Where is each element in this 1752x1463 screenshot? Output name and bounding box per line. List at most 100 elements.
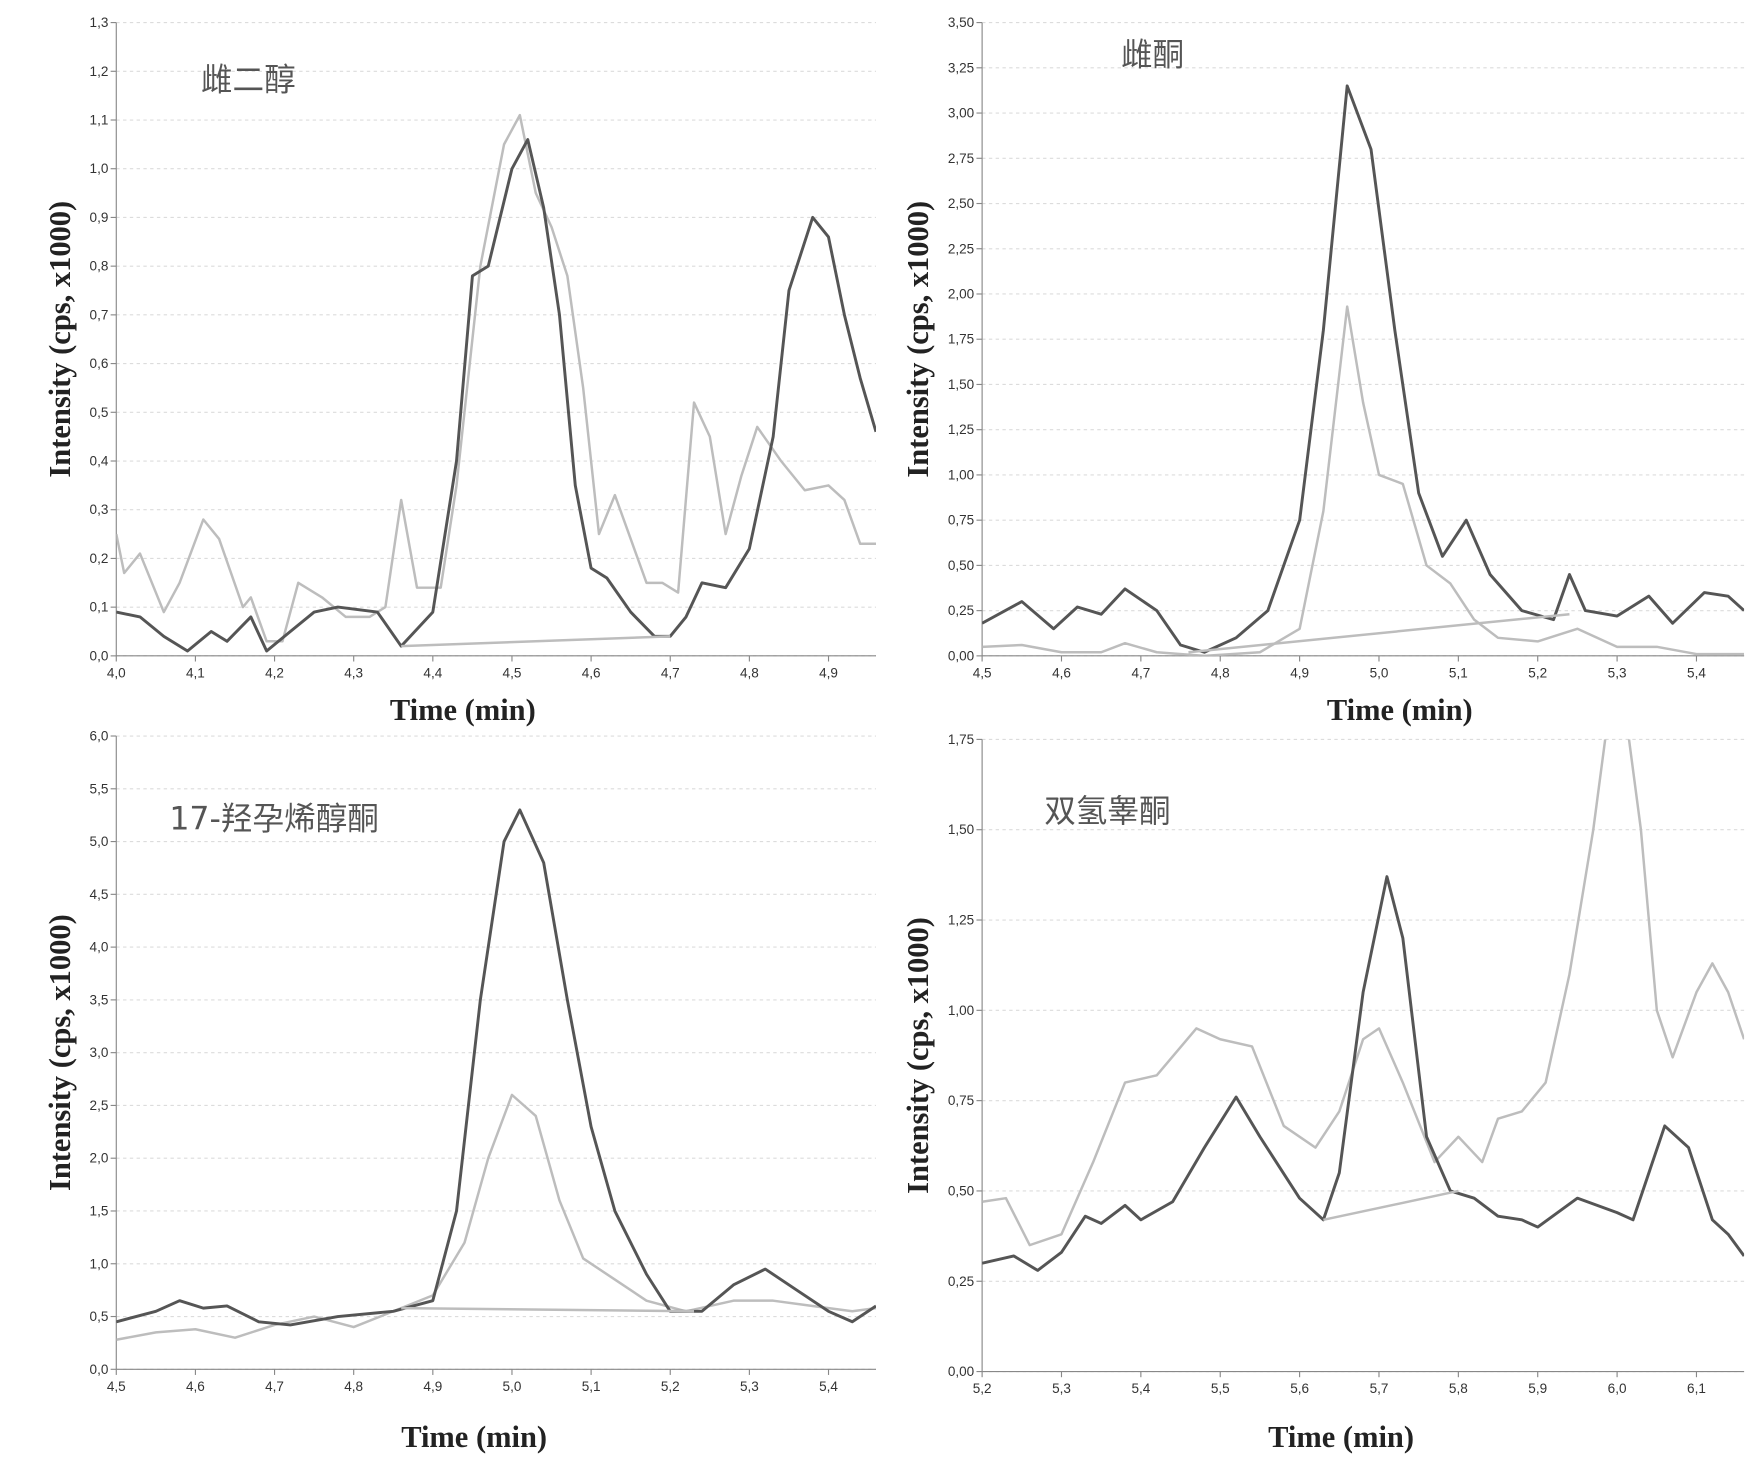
y-tick-label: 0,5 bbox=[90, 405, 109, 420]
y-tick-label: 2,00 bbox=[948, 287, 974, 302]
x-tick-label: 4,6 bbox=[1052, 665, 1071, 680]
x-tick-label: 4,5 bbox=[503, 665, 522, 680]
y-tick-label: 0,9 bbox=[90, 210, 109, 225]
series-line bbox=[1323, 1189, 1459, 1222]
chart-title: 雌二醇 bbox=[201, 62, 296, 98]
x-tick-label: 4,9 bbox=[423, 1379, 442, 1394]
y-axis-label: Intensity (cps, x1000) bbox=[43, 914, 77, 1191]
x-tick-label: 5,3 bbox=[740, 1379, 759, 1394]
x-tick-label: 5,2 bbox=[661, 1379, 680, 1394]
y-tick-label: 1,0 bbox=[90, 161, 109, 176]
x-tick-label: 4,8 bbox=[1211, 665, 1230, 680]
y-tick-label: 1,75 bbox=[948, 332, 974, 347]
y-tick-label: 3,5 bbox=[90, 992, 109, 1007]
y-axis-label: Intensity (cps, x1000) bbox=[901, 201, 935, 478]
y-tick-label: 1,50 bbox=[948, 822, 974, 837]
x-tick-label: 4,9 bbox=[819, 665, 838, 680]
y-tick-label: 2,0 bbox=[90, 1151, 109, 1166]
y-tick-label: 3,50 bbox=[948, 15, 974, 30]
x-tick-label: 4,6 bbox=[186, 1379, 205, 1394]
x-tick-label: 5,4 bbox=[1131, 1381, 1150, 1396]
y-tick-label: 2,50 bbox=[948, 196, 974, 211]
series-line bbox=[1188, 612, 1570, 654]
y-tick-label: 6,0 bbox=[90, 729, 109, 744]
x-tick-label: 4,8 bbox=[740, 665, 759, 680]
y-tick-label: 0,5 bbox=[90, 1309, 109, 1324]
series-line bbox=[982, 305, 1745, 656]
y-tick-label: 0,00 bbox=[948, 1364, 974, 1379]
y-tick-label: 2,75 bbox=[948, 151, 974, 166]
series-line bbox=[401, 1306, 695, 1313]
x-tick-label: 6,1 bbox=[1687, 1381, 1706, 1396]
x-tick-label: 4,7 bbox=[661, 665, 680, 680]
y-tick-label: 1,50 bbox=[948, 377, 974, 392]
x-tick-label: 5,9 bbox=[1528, 1381, 1547, 1396]
y-tick-label: 0,7 bbox=[90, 307, 109, 322]
y-tick-label: 1,3 bbox=[90, 15, 109, 30]
x-tick-label: 4,0 bbox=[107, 665, 126, 680]
y-tick-label: 3,25 bbox=[948, 60, 974, 75]
y-tick-label: 1,00 bbox=[948, 467, 974, 482]
y-tick-label: 1,75 bbox=[948, 732, 974, 747]
x-axis-label: Time (min) bbox=[390, 693, 536, 727]
y-tick-label: 4,0 bbox=[90, 940, 109, 955]
series-line bbox=[116, 808, 876, 1327]
chart-title: 17-羟孕烯醇酮 bbox=[169, 802, 379, 838]
x-tick-label: 5,0 bbox=[1370, 665, 1389, 680]
x-tick-label: 4,4 bbox=[423, 665, 442, 680]
y-tick-label: 3,00 bbox=[948, 106, 974, 121]
x-tick-label: 4,2 bbox=[265, 665, 284, 680]
x-tick-label: 4,5 bbox=[973, 665, 992, 680]
x-tick-label: 4,7 bbox=[265, 1379, 284, 1394]
y-tick-label: 0,6 bbox=[90, 356, 109, 371]
x-tick-label: 6,0 bbox=[1608, 1381, 1627, 1396]
y-tick-label: 0,75 bbox=[948, 1093, 974, 1108]
series-line bbox=[116, 1093, 876, 1341]
x-tick-label: 5,7 bbox=[1370, 1381, 1389, 1396]
y-tick-label: 0,50 bbox=[948, 558, 974, 573]
x-tick-label: 5,8 bbox=[1449, 1381, 1468, 1396]
y-tick-label: 0,8 bbox=[90, 259, 109, 274]
y-tick-label: 0,3 bbox=[90, 502, 109, 517]
chart-panel: 0,0 0,1 0,2 0,3 0,4 0,5 0,6 0,7 0,8 0,9 1,0 1,1 1,2 1… bbox=[43, 15, 876, 727]
x-tick-label: 4,5 bbox=[107, 1379, 126, 1394]
y-tick-label: 0,0 bbox=[90, 648, 109, 663]
x-axis-label: Time (min) bbox=[1327, 693, 1473, 727]
x-tick-label: 5,6 bbox=[1290, 1381, 1309, 1396]
y-tick-label: 2,25 bbox=[948, 241, 974, 256]
y-tick-label: 0,25 bbox=[948, 1274, 974, 1289]
y-tick-label: 0,75 bbox=[948, 513, 974, 528]
y-tick-label: 0,50 bbox=[948, 1183, 974, 1198]
series-line bbox=[982, 84, 1745, 654]
chart-title: 双氢睾酮 bbox=[1044, 794, 1170, 830]
x-tick-label: 5,4 bbox=[819, 1379, 838, 1394]
x-tick-label: 4,8 bbox=[344, 1379, 363, 1394]
y-tick-label: 4,5 bbox=[90, 887, 109, 902]
x-tick-label: 5,2 bbox=[973, 1381, 992, 1396]
series-line bbox=[116, 138, 876, 653]
x-tick-label: 5,2 bbox=[1528, 665, 1547, 680]
y-tick-label: 0,4 bbox=[90, 454, 109, 469]
y-tick-label: 1,0 bbox=[90, 1256, 109, 1271]
series-line bbox=[982, 739, 1745, 1247]
x-tick-label: 4,3 bbox=[344, 665, 363, 680]
x-tick-label: 4,6 bbox=[582, 665, 601, 680]
y-tick-label: 1,1 bbox=[90, 113, 109, 128]
y-tick-label: 0,00 bbox=[948, 648, 974, 663]
x-tick-label: 4,7 bbox=[1131, 665, 1150, 680]
x-tick-label: 5,0 bbox=[503, 1379, 522, 1394]
y-tick-label: 1,25 bbox=[948, 422, 974, 437]
y-tick-label: 1,25 bbox=[948, 913, 974, 928]
x-tick-label: 5,4 bbox=[1687, 665, 1706, 680]
y-axis-label: Intensity (cps, x1000) bbox=[901, 917, 935, 1194]
chart-panel: 0,00 0,25 0,50 0,75 1,00 1,25 1,50 1,75 2,00 2,25… bbox=[901, 15, 1745, 727]
y-tick-label: 1,00 bbox=[948, 1003, 974, 1018]
y-tick-label: 2,5 bbox=[90, 1098, 109, 1113]
y-tick-label: 1,5 bbox=[90, 1203, 109, 1218]
y-tick-label: 3,0 bbox=[90, 1045, 109, 1060]
series-line bbox=[116, 113, 876, 643]
x-axis-label: Time (min) bbox=[1268, 1420, 1414, 1454]
y-tick-label: 0,2 bbox=[90, 551, 109, 566]
x-tick-label: 4,1 bbox=[186, 665, 205, 680]
